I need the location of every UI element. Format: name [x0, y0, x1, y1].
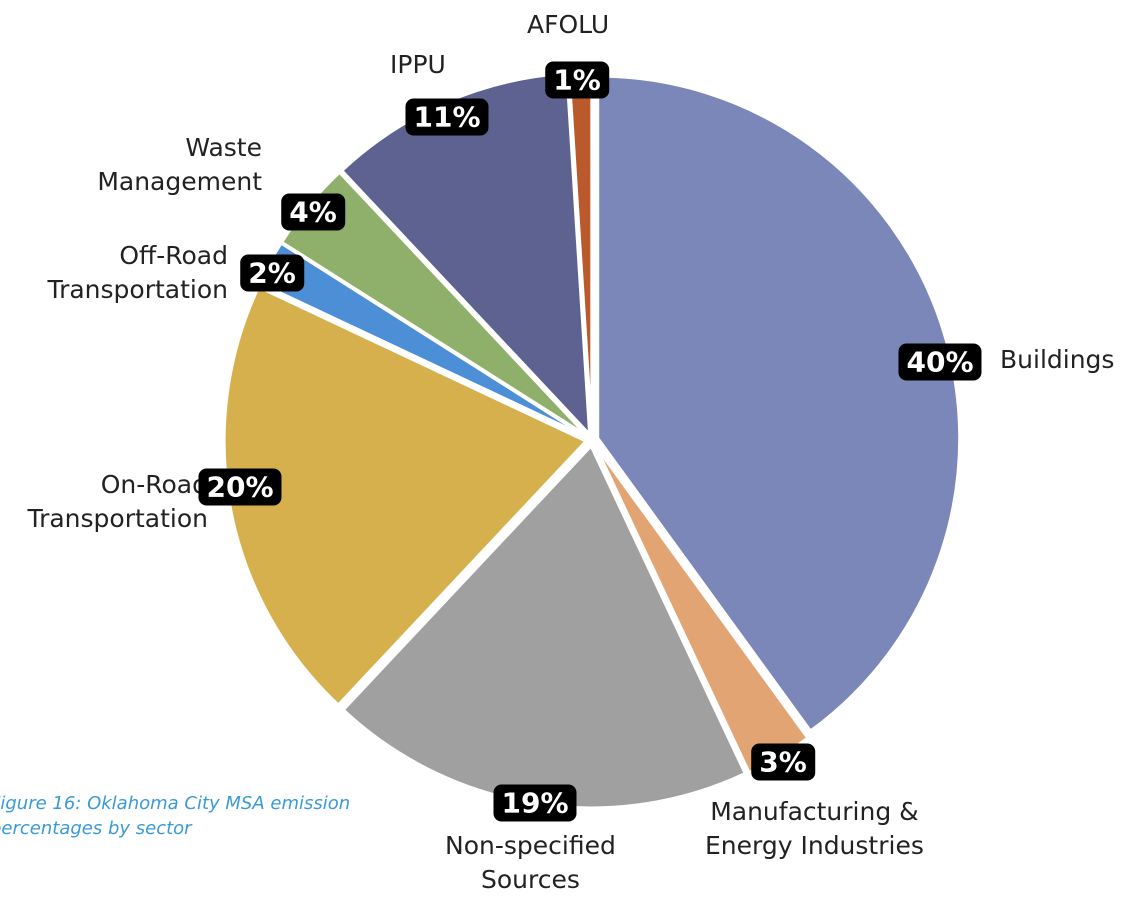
value-label: 40% — [898, 343, 982, 381]
value-label: 3% — [751, 743, 815, 781]
value-label: 19% — [493, 784, 577, 822]
category-label: Waste Management — [97, 133, 262, 196]
pie-slice — [596, 74, 962, 734]
value-label: 20% — [198, 468, 282, 506]
value-label: 4% — [281, 193, 345, 231]
category-label: Off-Road Transportation — [47, 241, 228, 304]
category-label: On-Road Transportation — [27, 470, 208, 533]
category-label: Non-specified Sources — [445, 831, 616, 894]
value-label: 11% — [405, 98, 489, 136]
category-label: Manufacturing & Energy Industries — [705, 797, 924, 860]
pie-slice — [222, 284, 589, 708]
caption: Figure 16: Oklahoma City MSA emission — [0, 793, 351, 814]
value-label: 2% — [240, 254, 304, 292]
value-label: 1% — [545, 61, 609, 99]
category-label: Buildings — [1000, 345, 1115, 374]
category-label: IPPU — [390, 50, 446, 79]
caption: percentages by sector — [0, 818, 192, 839]
category-label: AFOLU — [527, 10, 610, 39]
